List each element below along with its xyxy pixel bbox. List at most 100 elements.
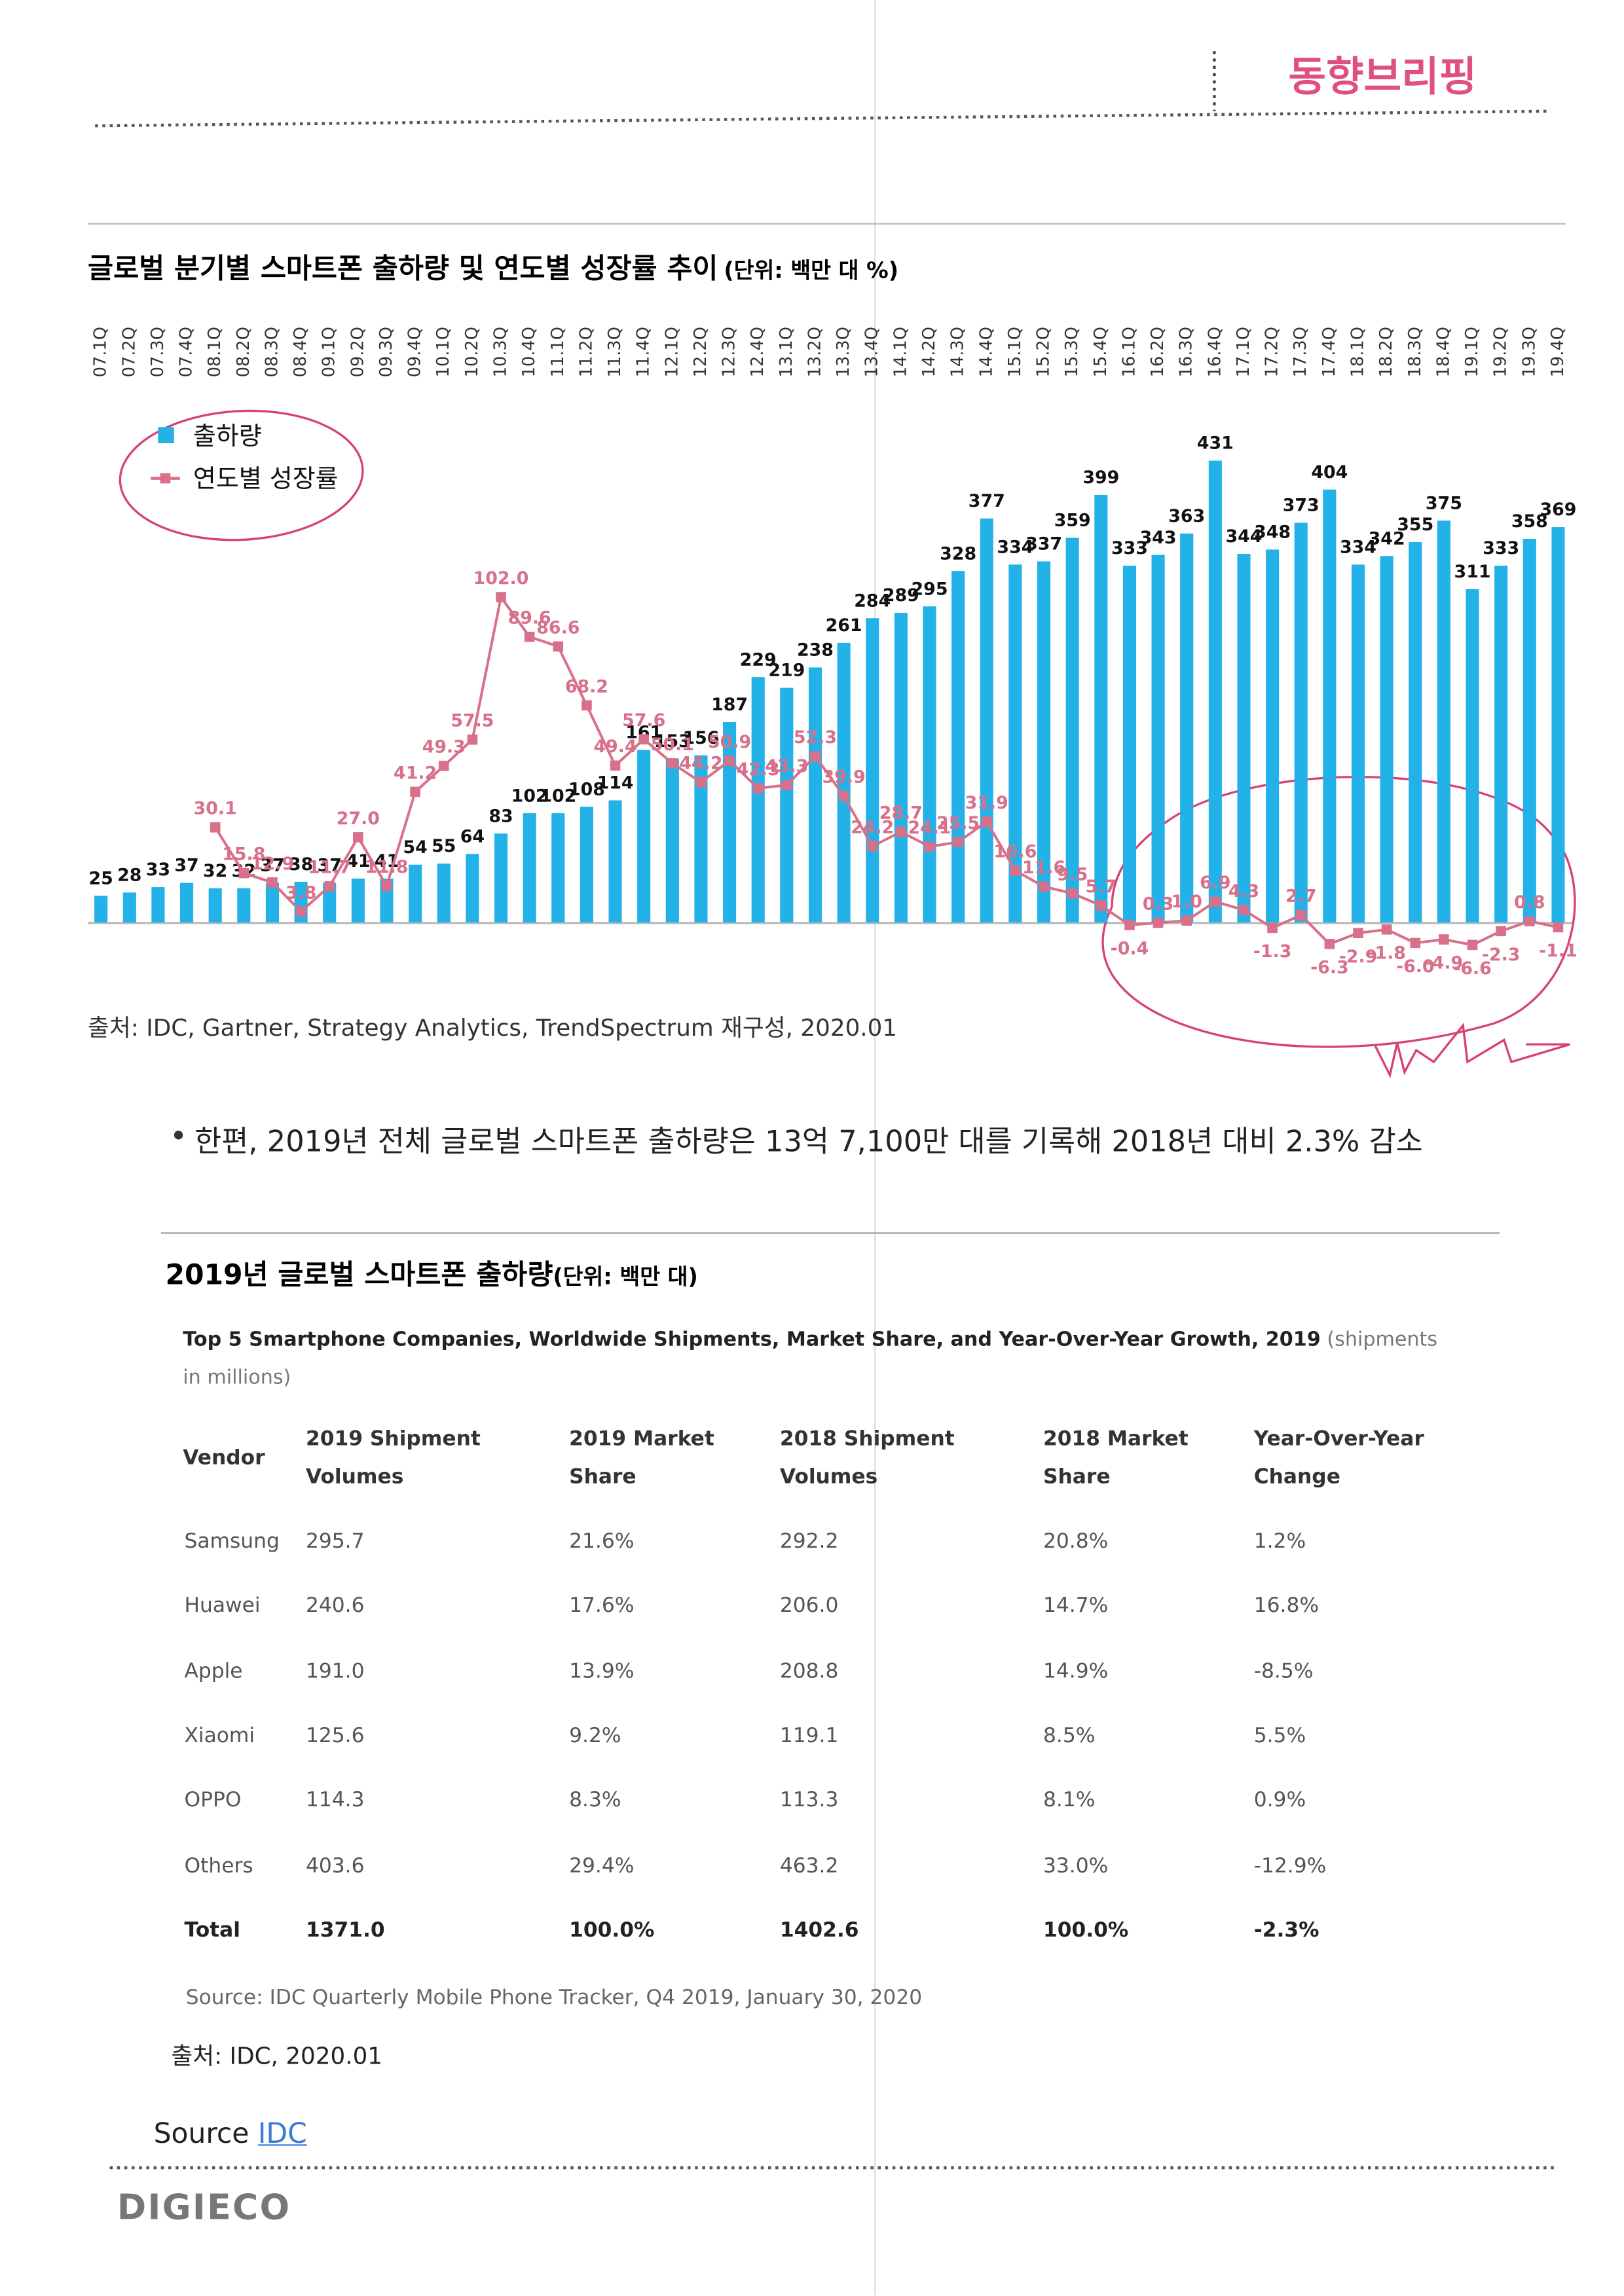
legend-swatch (158, 427, 174, 443)
line-marker (1181, 915, 1192, 926)
bar (894, 613, 908, 923)
column-header: Year-Over-Year Change (1253, 1427, 1424, 1489)
x-tick-label: 18.1Q (1348, 327, 1367, 377)
bar (180, 883, 194, 923)
x-tick-label: 18.2Q (1376, 327, 1396, 377)
source-link[interactable]: IDC (257, 2118, 307, 2151)
bar-label: 32 (203, 861, 227, 881)
bar (466, 854, 479, 923)
table-cell: Apple (184, 1659, 243, 1683)
table-cell: 20.8% (1043, 1529, 1109, 1554)
line-marker (1238, 905, 1249, 915)
line-label: -6.3 (1310, 957, 1349, 977)
table-cell: 9.2% (569, 1724, 621, 1748)
line-label: 27.0 (337, 809, 380, 829)
table-cell: OPPO (184, 1789, 242, 1813)
line-marker (467, 734, 478, 745)
legend-swatch (160, 473, 171, 484)
bar-label: 355 (1397, 515, 1433, 535)
bar (1351, 564, 1365, 923)
bar (751, 677, 765, 923)
line-label: 15.8 (222, 845, 265, 865)
line-label: 89.6 (508, 608, 551, 629)
x-tick-label: 16.1Q (1119, 327, 1139, 377)
bar-label: 25 (89, 868, 113, 888)
bar-label: 359 (1054, 511, 1091, 531)
bar-label: 219 (768, 661, 805, 681)
bar (1266, 549, 1280, 923)
chart-source: 출처: IDC, Gartner, Strategy Analytics, Tr… (88, 1015, 897, 1042)
bar (1323, 489, 1337, 923)
hand-circle (1101, 776, 1576, 1048)
bar-label: 108 (568, 779, 605, 799)
line-label: 11.6 (1022, 858, 1065, 878)
x-tick-label: 10.1Q (434, 327, 453, 377)
bar (1466, 589, 1479, 923)
line-label: 44.2 (679, 754, 722, 774)
line-label: 3.8 (286, 883, 316, 903)
bar (694, 755, 708, 923)
x-tick-label: 16.3Q (1177, 327, 1196, 377)
table-cell: 21.6% (569, 1529, 635, 1554)
bar-label: 83 (489, 806, 513, 826)
line-label: -2.3 (1482, 945, 1521, 965)
logo: DIGIECO (117, 2186, 291, 2227)
chart-title: 글로벌 분기별 스마트폰 출하량 및 연도별 성장률 추이 (88, 253, 718, 285)
bullet-text: 한편, 2019년 전체 글로벌 스마트폰 출하량은 13억 7,100만 대를… (194, 1123, 1423, 1159)
table-cell: -8.5% (1253, 1659, 1314, 1683)
x-tick-label: 17.3Q (1291, 327, 1310, 377)
table-cell: 1402.6 (779, 1918, 859, 1942)
table-cell: 14.9% (1043, 1659, 1109, 1683)
bar-label: 37 (260, 856, 284, 876)
bar (808, 667, 822, 923)
line-label: -0.4 (1111, 939, 1149, 959)
x-tick-label: 18.4Q (1433, 327, 1453, 377)
line-label: 0.8 (1514, 892, 1545, 913)
bar (1551, 527, 1565, 923)
bar-label: 334 (1340, 537, 1376, 557)
bar-label: 102 (540, 786, 576, 806)
bar (237, 888, 251, 923)
line-label: 42.3 (737, 759, 780, 780)
bar-label: 295 (912, 579, 948, 599)
table-cell: 125.6 (305, 1724, 365, 1748)
line-label: 24.1 (908, 818, 951, 838)
table-cell: Samsung (184, 1529, 280, 1554)
line-marker (1067, 888, 1078, 899)
line-marker (1124, 920, 1135, 930)
line-label: -1.3 (1253, 941, 1292, 962)
footer-source-label: Source (153, 2118, 249, 2151)
table-cell: 403.6 (305, 1853, 365, 1878)
x-tick-label: 12.4Q (748, 327, 767, 377)
column-header: Vendor (183, 1446, 265, 1470)
x-tick-label: 10.3Q (491, 327, 511, 377)
line-marker (1353, 928, 1363, 938)
bar (265, 883, 280, 923)
table-cell: 100.0% (569, 1918, 655, 1942)
bar-label: 238 (797, 640, 834, 661)
table-cell: 206.0 (779, 1594, 839, 1618)
table-cell: 1.2% (1253, 1529, 1306, 1554)
line-marker (610, 760, 621, 771)
line-label: 50.1 (651, 735, 694, 755)
line-marker (1439, 934, 1449, 945)
table-cell: Others (184, 1853, 253, 1878)
table-cell: 8.5% (1043, 1724, 1096, 1748)
bar-label: 55 (432, 836, 456, 856)
table-heading: 2019년 글로벌 스마트폰 출하량 (165, 1260, 553, 1292)
line-marker (267, 877, 278, 888)
x-tick-label: 19.3Q (1519, 327, 1539, 377)
bar-label: 102 (511, 786, 548, 806)
bar-label: 348 (1254, 522, 1291, 543)
line-label: 49.4 (593, 737, 637, 757)
line-marker (1324, 938, 1335, 949)
bar (1494, 565, 1508, 923)
line-label: 11.7 (308, 858, 351, 878)
bar (1237, 553, 1251, 923)
table-cell: Total (184, 1918, 240, 1942)
bar-label: 64 (460, 826, 485, 847)
table-cell: Xiaomi (184, 1724, 255, 1748)
x-tick-label: 08.1Q (205, 327, 225, 377)
bar (523, 813, 536, 923)
